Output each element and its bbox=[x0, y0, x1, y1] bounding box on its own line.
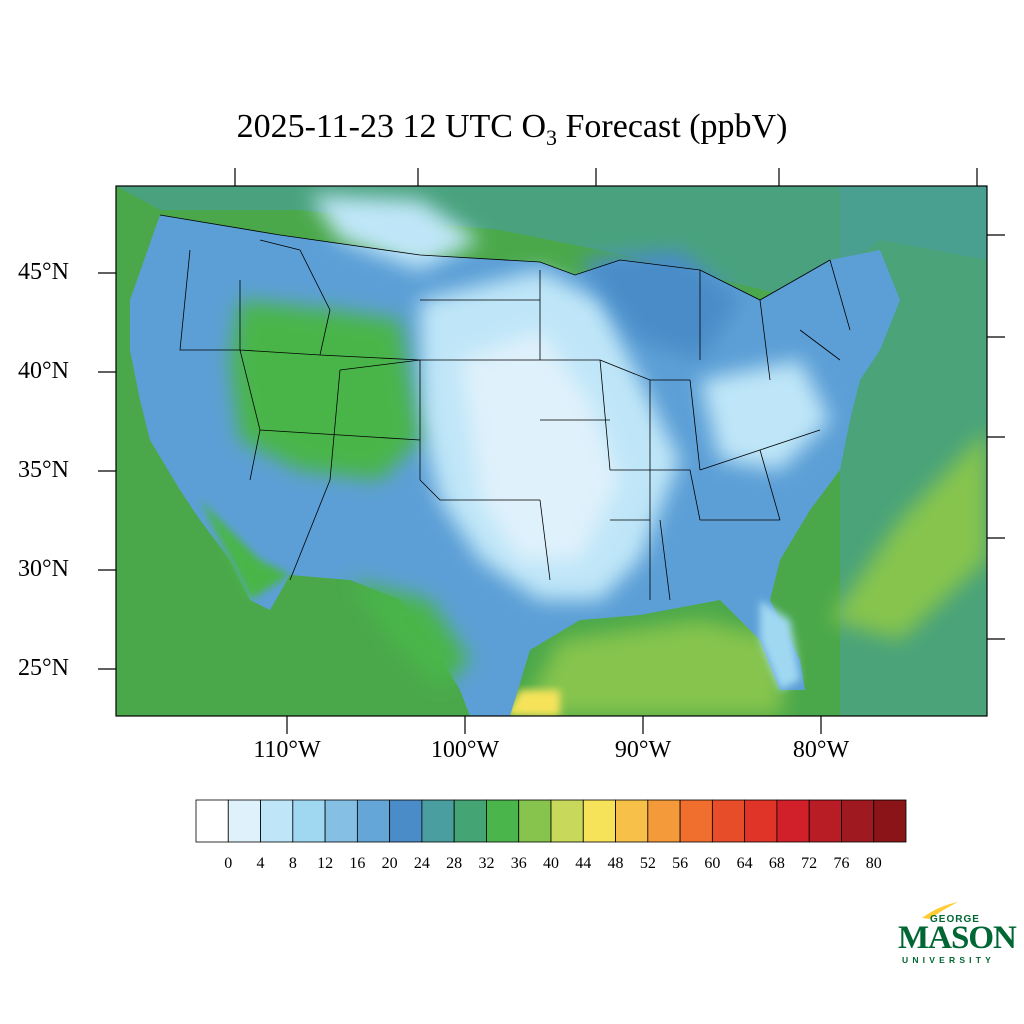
texas-green bbox=[350, 580, 470, 690]
colorbar-tick-label: 52 bbox=[639, 855, 656, 872]
rockies-green bbox=[230, 300, 420, 480]
colorbar-tick-label: 48 bbox=[607, 855, 624, 872]
colorbar-swatch bbox=[421, 799, 455, 843]
colorbar-swatch bbox=[518, 799, 552, 843]
map-title: 2025-11-23 12 UTC O3 Forecast (ppbV) bbox=[236, 108, 788, 150]
florida-light bbox=[760, 600, 800, 690]
colorbar-tick-label: 56 bbox=[672, 855, 689, 872]
colorbar-tick-label: 60 bbox=[704, 855, 721, 872]
colorbar-tick-label: 24 bbox=[413, 855, 430, 872]
colorbar-tick-label: 64 bbox=[736, 855, 753, 872]
logo-university: UNIVERSITY bbox=[902, 955, 996, 965]
lon-label-110: 110°W bbox=[253, 737, 321, 763]
colorbar-tick-label: 4 bbox=[256, 855, 265, 872]
logo-swoosh-icon bbox=[922, 902, 958, 919]
east-light bbox=[700, 360, 830, 470]
top-ticks bbox=[234, 168, 978, 186]
colorbar-tick-label: 40 bbox=[543, 855, 559, 872]
colorbar-tick-label: 72 bbox=[801, 855, 818, 872]
southwest-green bbox=[200, 500, 290, 600]
colorbar-swatch bbox=[227, 799, 261, 843]
logo-george: GEORGE bbox=[930, 914, 980, 925]
lat-label-45: 45°N bbox=[18, 259, 69, 285]
colorbar-swatch bbox=[389, 799, 423, 843]
colorbar-tick-label: 0 bbox=[224, 855, 233, 872]
colorbar-swatch bbox=[195, 799, 229, 843]
colorbar-swatch bbox=[808, 799, 842, 843]
colorbar-swatch bbox=[260, 799, 294, 843]
colorbar-swatch bbox=[711, 799, 746, 843]
logo-mason: MASON bbox=[898, 920, 1017, 956]
colorbar-tick-label: 36 bbox=[510, 855, 527, 872]
left-ticks bbox=[98, 272, 116, 670]
colorbar-tick-label: 68 bbox=[768, 855, 785, 872]
colorbar-tick-label: 8 bbox=[288, 855, 297, 872]
lat-label-30: 30°N bbox=[18, 556, 69, 582]
gulf-yellow bbox=[505, 690, 560, 716]
colorbar-tick-label: 16 bbox=[349, 855, 366, 872]
colorbar-swatch bbox=[744, 799, 778, 843]
plains-lightest bbox=[460, 330, 620, 560]
lon-label-80: 80°W bbox=[792, 737, 850, 763]
border-line-2 bbox=[239, 239, 421, 581]
state-borders bbox=[159, 214, 851, 601]
colorbar-tick-label: 12 bbox=[317, 855, 334, 872]
lat-label-35: 35°N bbox=[18, 457, 69, 483]
colorbar-swatch bbox=[647, 799, 681, 843]
canada-teal bbox=[116, 186, 987, 300]
colorbar-swatch bbox=[679, 799, 713, 843]
map-frame bbox=[115, 185, 988, 717]
colorbar-tick-label: 32 bbox=[478, 855, 495, 872]
colorbar-tick-label: 28 bbox=[446, 855, 463, 872]
right-ticks bbox=[987, 234, 1005, 640]
colorbar-swatch bbox=[841, 799, 875, 843]
colorbar-tick-label: 76 bbox=[833, 855, 850, 872]
colorbar bbox=[195, 799, 907, 843]
colorbar-swatch bbox=[615, 799, 649, 843]
gulf-plume bbox=[520, 620, 790, 716]
colorbar-swatch bbox=[873, 799, 907, 843]
colorbar-swatch bbox=[292, 799, 326, 843]
lat-label-25: 25°N bbox=[18, 655, 69, 681]
colorbar-tick-label: 80 bbox=[865, 855, 882, 872]
gmu-logo: GEORGE MASON UNIVERSITY bbox=[898, 900, 1017, 970]
lat-label-40: 40°N bbox=[18, 358, 69, 384]
northern-plains-light bbox=[310, 195, 480, 270]
colorbar-swatch bbox=[550, 799, 584, 843]
country-border bbox=[159, 214, 831, 301]
colorbar-swatch bbox=[486, 799, 520, 843]
border-line-3 bbox=[699, 259, 851, 381]
bottom-ticks bbox=[286, 716, 822, 734]
lon-label-90: 90°W bbox=[614, 737, 672, 763]
colorbar-swatch bbox=[356, 799, 391, 843]
colorbar-swatch bbox=[324, 799, 358, 843]
atlantic-yellow-plume bbox=[830, 430, 987, 640]
colorbar-swatch bbox=[776, 799, 810, 843]
colorbar-swatch bbox=[582, 799, 616, 843]
colorbar-tick-label: 20 bbox=[381, 855, 398, 872]
colorbar-tick-label: 44 bbox=[575, 855, 592, 872]
lon-label-100: 100°W bbox=[430, 737, 500, 763]
colorbar-swatch bbox=[453, 799, 487, 843]
